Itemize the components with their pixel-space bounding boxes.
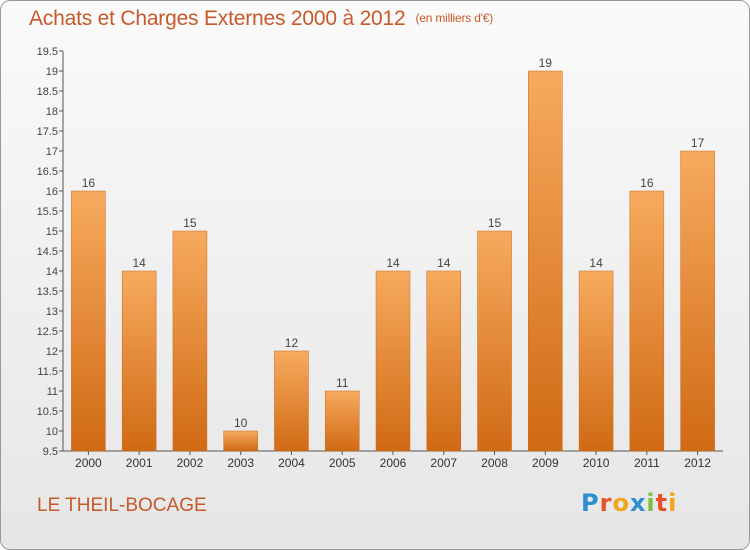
x-tick-label-2000: 2000 (75, 456, 102, 470)
data-label-2006: 14 (386, 256, 400, 270)
y-tick-label: 11 (47, 386, 58, 398)
y-tick-label: 19.5 (37, 46, 58, 58)
y-tick-label: 13.5 (37, 286, 58, 298)
chart-subtitle: (en milliers d'€) (415, 11, 494, 25)
data-label-2004: 12 (285, 336, 299, 350)
y-tick-label: 11.5 (37, 366, 58, 378)
y-tick-label: 15 (46, 226, 58, 238)
y-tick-label: 9.5 (43, 446, 58, 458)
data-label-2009: 19 (539, 56, 553, 70)
logo-letter: r (599, 489, 613, 517)
logo-letter: o (612, 489, 630, 517)
data-label-2005: 11 (336, 376, 349, 390)
bar-2007 (426, 270, 462, 452)
y-tick-label: 13 (46, 306, 58, 318)
x-tick-label-2006: 2006 (380, 456, 407, 470)
y-tick-label: 10 (46, 426, 58, 438)
y-tick-label: 14 (46, 266, 58, 278)
y-tick-label: 18 (46, 106, 58, 118)
logo-letter: t (655, 489, 669, 517)
bar-2010 (578, 270, 614, 452)
data-label-2011: 16 (640, 176, 654, 190)
logo-letter: i (668, 489, 678, 517)
data-label-2007: 14 (437, 256, 451, 270)
y-tick-label: 19 (46, 66, 58, 78)
x-tick-label-2003: 2003 (227, 456, 254, 470)
y-tick-label: 17 (46, 146, 58, 158)
data-label-2001: 14 (132, 256, 146, 270)
x-tick-label-2011: 2011 (634, 456, 660, 470)
data-label-2008: 15 (488, 216, 502, 230)
x-tick-label-2007: 2007 (430, 456, 457, 470)
x-tick-label-2004: 2004 (278, 456, 305, 470)
bar-2001 (121, 270, 157, 452)
bar-2009 (528, 70, 563, 452)
bar-2004 (274, 350, 309, 452)
chart-title-text: Achats et Charges Externes 2000 à 2012 (29, 7, 406, 30)
bar-2008 (477, 230, 512, 452)
y-tick-label: 18.5 (37, 86, 58, 98)
x-tick-label-2010: 2010 (583, 456, 610, 470)
chart-bars: 16 14 15 10 12 11 14 14 15 19 14 16 17 (71, 56, 715, 452)
x-tick-label-2001: 2001 (126, 456, 153, 470)
y-tick-label: 10.5 (37, 406, 58, 418)
x-tick-label-2009: 2009 (532, 456, 559, 470)
logo-letter: x (629, 489, 647, 517)
bar-2011 (629, 190, 665, 452)
logo-letter: P (581, 489, 600, 517)
y-tick-label: 14.5 (37, 246, 58, 258)
bar-2012 (680, 150, 715, 452)
data-label-2010: 14 (589, 256, 603, 270)
bar-2002 (172, 230, 208, 452)
y-tick-label: 16.5 (37, 166, 58, 178)
data-label-2002: 15 (183, 216, 197, 230)
data-label-2003: 10 (234, 416, 248, 430)
bar-2006 (375, 270, 411, 452)
x-tick-label-2002: 2002 (177, 456, 204, 470)
x-tick-label-2012: 2012 (684, 456, 711, 470)
bar-2005 (324, 390, 360, 452)
y-tick-label: 17.5 (37, 126, 58, 138)
x-tick-label-2008: 2008 (481, 456, 508, 470)
location-label: LE THEIL-BOCAGE (37, 495, 207, 516)
y-tick-label: 12.5 (37, 326, 58, 338)
bar-2003 (223, 430, 258, 452)
y-tick-label: 16 (46, 186, 58, 198)
chart-title: Achats et Charges Externes 2000 à 2012 (e… (29, 7, 493, 31)
bar-2000 (71, 190, 106, 452)
logo-letter: i (646, 489, 656, 517)
data-label-2000: 16 (82, 176, 96, 190)
proxiti-logo: Proxiti (581, 489, 677, 517)
data-label-2012: 17 (691, 136, 705, 150)
y-tick-label: 15.5 (37, 206, 58, 218)
x-tick-label-2005: 2005 (329, 456, 356, 470)
y-tick-label: 12 (46, 346, 58, 358)
